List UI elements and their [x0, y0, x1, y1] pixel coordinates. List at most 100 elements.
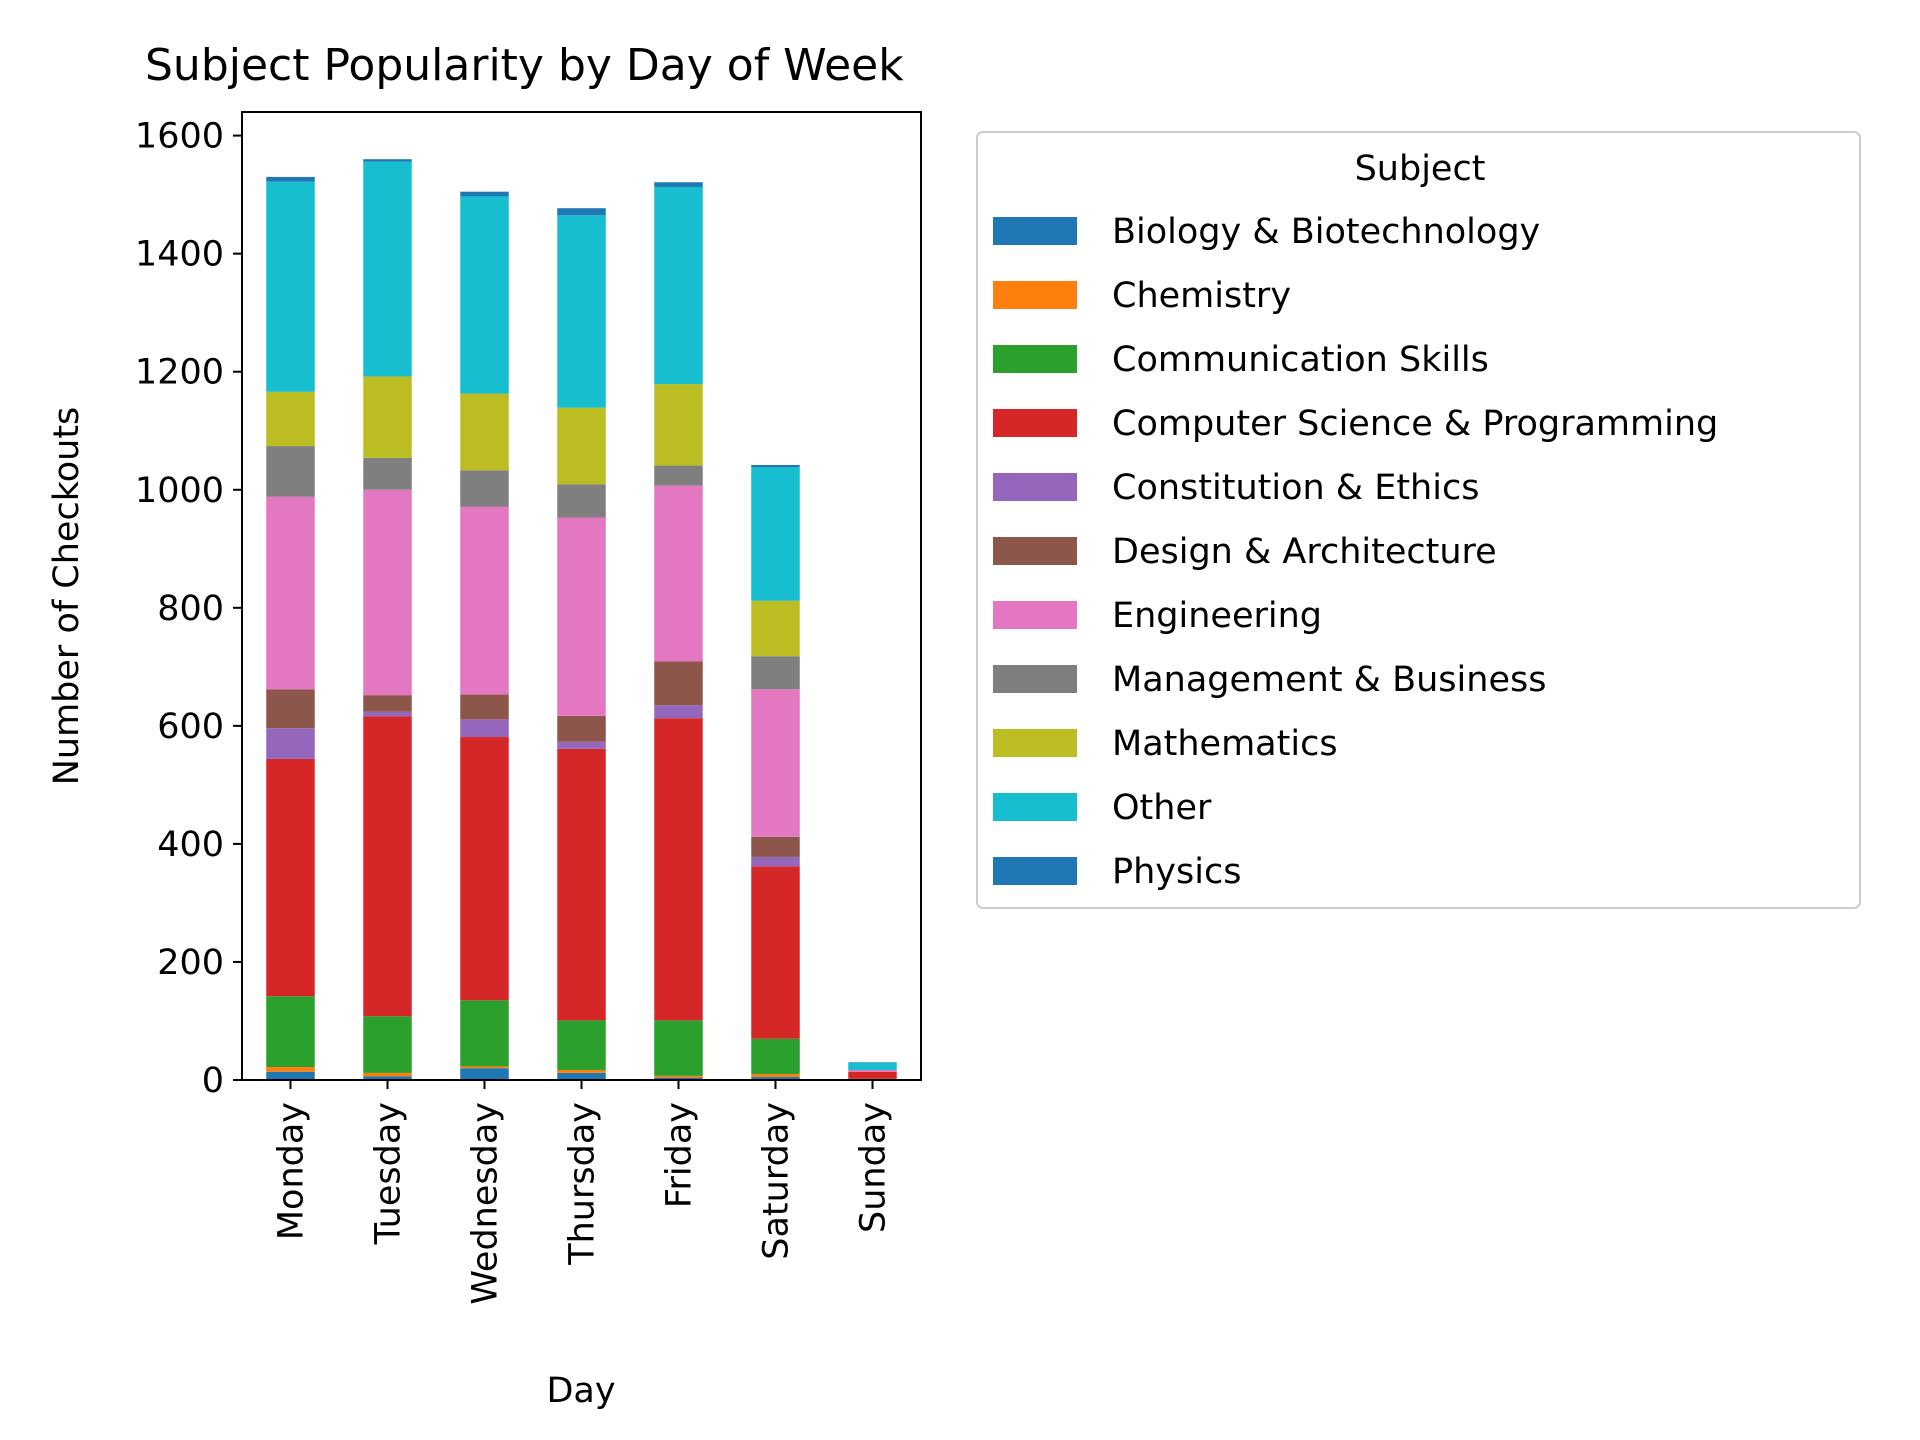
- y-tick-label: 0: [202, 1061, 224, 1101]
- legend-swatch: [993, 409, 1077, 437]
- bar-wednesday-series-6: [460, 506, 509, 695]
- bar-friday-series-9: [654, 186, 703, 385]
- bar-tuesday-series-7: [363, 457, 412, 490]
- bar-tuesday-series-6: [363, 489, 412, 696]
- bar-monday-series-4: [266, 728, 315, 759]
- bar-monday-series-6: [266, 496, 315, 690]
- legend-swatch: [993, 729, 1077, 757]
- bar-saturday-series-5: [751, 836, 800, 857]
- bar-tuesday-series-3: [363, 716, 412, 1017]
- legend-items: Biology & Biotechnology Chemistry Communic…: [993, 212, 1718, 892]
- bar-monday-series-5: [266, 689, 315, 729]
- bar-friday-series-2: [654, 1020, 703, 1076]
- bar-monday-series-0: [266, 1071, 315, 1080]
- bar-tuesday-series-8: [363, 376, 412, 458]
- bar-wednesday-series-0: [460, 1068, 509, 1080]
- bar-saturday-series-4: [751, 856, 800, 867]
- bar-tuesday-series-9: [363, 161, 412, 377]
- bar-tuesday-series-2: [363, 1016, 412, 1073]
- x-tick-label: Saturday: [757, 1102, 797, 1260]
- bar-monday-series-2: [266, 996, 315, 1068]
- bar-thursday-series-9: [557, 215, 606, 408]
- legend-swatch: [993, 345, 1077, 373]
- bar-monday-series-7: [266, 446, 315, 497]
- bar-thursday-series-4: [557, 741, 606, 749]
- bar-friday-series-0: [654, 1077, 703, 1080]
- bar-wednesday-series-5: [460, 694, 509, 720]
- bar-wednesday-series-2: [460, 1000, 509, 1067]
- bar-saturday-series-2: [751, 1038, 800, 1075]
- bar-friday-series-3: [654, 718, 703, 1021]
- bar-thursday-series-5: [557, 715, 606, 742]
- bar-thursday-series-1: [557, 1069, 606, 1073]
- bar-saturday-series-8: [751, 600, 800, 657]
- legend-label: Constitution & Ethics: [1112, 468, 1479, 508]
- bar-thursday-series-8: [557, 407, 606, 485]
- bar-friday-series-7: [654, 465, 703, 486]
- bar-wednesday-series-1: [460, 1066, 509, 1069]
- x-tick-label: Friday: [660, 1102, 700, 1208]
- bar-monday-series-9: [266, 181, 315, 392]
- bar-thursday-series-7: [557, 484, 606, 518]
- legend-label: Engineering: [1112, 596, 1322, 636]
- legend-label: Design & Architecture: [1112, 532, 1497, 572]
- bar-saturday-series-0: [751, 1077, 800, 1080]
- legend-label: Other: [1112, 788, 1212, 828]
- bar-thursday-series-6: [557, 517, 606, 716]
- bar-saturday-series-1: [751, 1074, 800, 1078]
- bar-tuesday-series-10: [363, 159, 412, 162]
- bar-thursday-series-0: [557, 1072, 606, 1080]
- y-tick-label: 400: [157, 825, 224, 865]
- y-tick-label: 800: [157, 589, 224, 629]
- legend: Subject Biology & Biotechnology Chemistry…: [976, 131, 1861, 909]
- y-axis: 0 200 400 600 800 1000 1200 1400 1600: [135, 117, 242, 1101]
- y-tick-label: 600: [157, 707, 224, 747]
- bar-sunday-series-9: [848, 1062, 897, 1070]
- bar-saturday-series-3: [751, 866, 800, 1039]
- bar-wednesday-series-10: [460, 191, 509, 197]
- legend-swatch: [993, 857, 1077, 885]
- legend-title: Subject: [1355, 149, 1486, 189]
- bar-friday-series-1: [654, 1075, 703, 1078]
- bar-thursday-series-2: [557, 1020, 606, 1070]
- legend-frame: [976, 131, 1861, 909]
- x-axis-label: Day: [546, 1371, 615, 1411]
- bar-sunday-series-10: [848, 1062, 897, 1063]
- x-tick-label: Wednesday: [466, 1102, 506, 1305]
- legend-swatch: [993, 793, 1077, 821]
- bar-saturday-series-7: [751, 656, 800, 690]
- y-tick-label: 1000: [135, 471, 224, 511]
- x-tick-label: Sunday: [854, 1102, 894, 1233]
- legend-label: Chemistry: [1112, 276, 1291, 316]
- y-tick-label: 1600: [135, 117, 224, 157]
- y-tick-label: 1400: [135, 235, 224, 275]
- bar-tuesday-series-0: [363, 1076, 412, 1080]
- bar-tuesday-series-4: [363, 711, 412, 717]
- bar-saturday-series-10: [751, 464, 800, 468]
- bar-monday-series-1: [266, 1067, 315, 1072]
- bar-saturday-series-6: [751, 689, 800, 837]
- legend-label: Computer Science & Programming: [1112, 404, 1718, 444]
- bar-monday-series-10: [266, 176, 315, 182]
- bar-saturday-series-9: [751, 467, 800, 601]
- legend-label: Communication Skills: [1112, 340, 1489, 380]
- x-tick-label: Thursday: [563, 1102, 603, 1266]
- legend-label: Mathematics: [1112, 724, 1338, 764]
- bar-sunday-series-6: [848, 1069, 897, 1072]
- legend-swatch: [993, 601, 1077, 629]
- legend-label: Management & Business: [1112, 660, 1546, 700]
- legend-swatch: [993, 665, 1077, 693]
- bar-friday-series-10: [654, 182, 703, 187]
- chart-title: Subject Popularity by Day of Week: [145, 40, 904, 91]
- legend-swatch: [993, 217, 1077, 245]
- bar-wednesday-series-4: [460, 719, 509, 738]
- bars-layer: [266, 159, 897, 1080]
- legend-swatch: [993, 281, 1077, 309]
- bar-tuesday-series-5: [363, 695, 412, 712]
- bar-wednesday-series-9: [460, 196, 509, 394]
- legend-label: Physics: [1112, 852, 1241, 892]
- x-tick-label: Monday: [272, 1102, 312, 1240]
- x-axis: Monday Tuesday Wednesday Thursday Friday Satu…: [272, 1080, 894, 1305]
- bar-thursday-series-3: [557, 748, 606, 1021]
- bar-wednesday-series-7: [460, 470, 509, 507]
